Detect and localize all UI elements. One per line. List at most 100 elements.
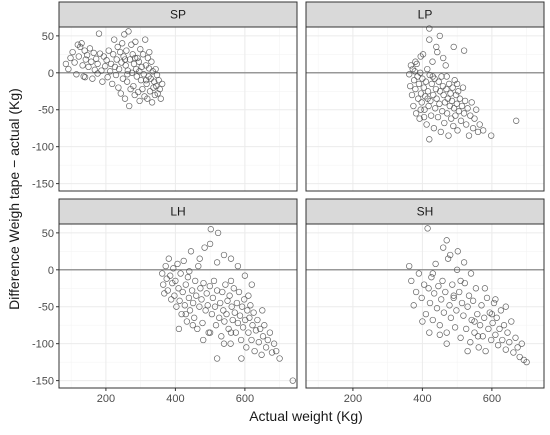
data-point xyxy=(227,255,235,262)
data-point xyxy=(419,51,427,58)
data-point xyxy=(135,58,143,65)
data-point xyxy=(452,112,459,119)
data-point xyxy=(432,105,439,112)
data-point xyxy=(117,90,124,97)
data-point xyxy=(259,333,267,340)
panel-border xyxy=(305,223,545,389)
data-point xyxy=(430,125,438,132)
data-point xyxy=(143,77,150,84)
data-point xyxy=(125,28,132,35)
data-point xyxy=(136,68,143,75)
data-point xyxy=(111,36,118,43)
data-point xyxy=(426,329,433,336)
data-point xyxy=(456,95,464,102)
data-point xyxy=(85,63,92,71)
data-point xyxy=(259,307,266,314)
data-point xyxy=(463,325,470,333)
data-point xyxy=(418,99,425,106)
x-tick-label: 200 xyxy=(97,393,115,405)
data-point xyxy=(247,302,254,309)
data-point xyxy=(168,296,175,303)
data-point xyxy=(433,43,440,51)
data-point xyxy=(437,128,444,136)
data-point xyxy=(446,302,453,309)
x-tick-label: 400 xyxy=(166,393,184,405)
data-point xyxy=(481,285,489,292)
data-point xyxy=(496,325,503,333)
data-point xyxy=(440,309,448,316)
data-point xyxy=(213,259,221,266)
data-point xyxy=(408,91,416,99)
data-point xyxy=(171,292,178,299)
data-point xyxy=(474,333,482,340)
data-point xyxy=(159,80,166,88)
data-point xyxy=(218,333,225,340)
y-tick-label: 50 xyxy=(42,31,54,43)
data-point xyxy=(418,294,425,302)
data-point xyxy=(415,80,423,88)
data-point xyxy=(467,270,475,277)
data-point xyxy=(436,88,444,95)
data-point xyxy=(504,329,511,336)
data-point xyxy=(200,336,207,344)
data-point xyxy=(115,65,123,73)
data-point xyxy=(212,322,220,329)
data-point xyxy=(189,322,196,329)
data-point xyxy=(412,110,420,117)
data-point xyxy=(433,305,441,312)
data-point xyxy=(229,316,236,324)
data-point xyxy=(448,97,456,105)
data-point xyxy=(429,316,436,324)
data-point xyxy=(208,310,216,318)
data-point xyxy=(206,240,214,248)
data-point xyxy=(130,82,137,90)
data-point xyxy=(426,25,433,32)
panel-sh: SH 200 400 600 xyxy=(305,198,545,405)
data-point xyxy=(452,91,460,99)
data-point xyxy=(518,340,525,347)
data-point xyxy=(238,355,245,362)
data-point xyxy=(109,80,116,88)
data-point xyxy=(119,75,127,82)
data-point xyxy=(137,46,144,53)
data-point xyxy=(508,318,515,325)
data-point xyxy=(201,244,208,251)
data-point xyxy=(86,45,94,52)
data-point xyxy=(90,49,97,57)
data-point xyxy=(155,77,162,84)
data-point xyxy=(456,288,463,296)
data-point xyxy=(480,127,487,134)
data-point xyxy=(499,336,506,344)
data-point xyxy=(451,324,459,331)
x-tick-label: 600 xyxy=(236,393,254,405)
data-point xyxy=(430,91,437,99)
data-point xyxy=(420,113,428,121)
data-point xyxy=(426,71,433,79)
panel-background xyxy=(305,26,545,192)
data-point xyxy=(257,325,264,333)
data-point xyxy=(193,292,200,299)
data-point xyxy=(450,294,457,302)
data-point xyxy=(457,277,464,285)
data-point xyxy=(139,85,146,93)
data-point xyxy=(131,54,139,62)
data-point xyxy=(464,303,471,310)
data-point xyxy=(251,347,258,355)
data-point xyxy=(132,65,140,73)
data-point xyxy=(82,56,89,63)
data-point xyxy=(444,95,451,102)
panel-border xyxy=(58,26,298,192)
data-point xyxy=(444,255,452,262)
facet-strip-label: LP xyxy=(418,8,433,22)
data-point xyxy=(121,31,128,38)
data-point xyxy=(445,80,453,88)
y-tick-label: 50 xyxy=(42,228,54,240)
data-point xyxy=(429,73,436,80)
data-point xyxy=(454,127,461,134)
data-point xyxy=(169,279,176,287)
data-point xyxy=(476,322,484,329)
data-point xyxy=(237,336,245,344)
data-point xyxy=(453,266,461,273)
data-point xyxy=(436,32,443,40)
